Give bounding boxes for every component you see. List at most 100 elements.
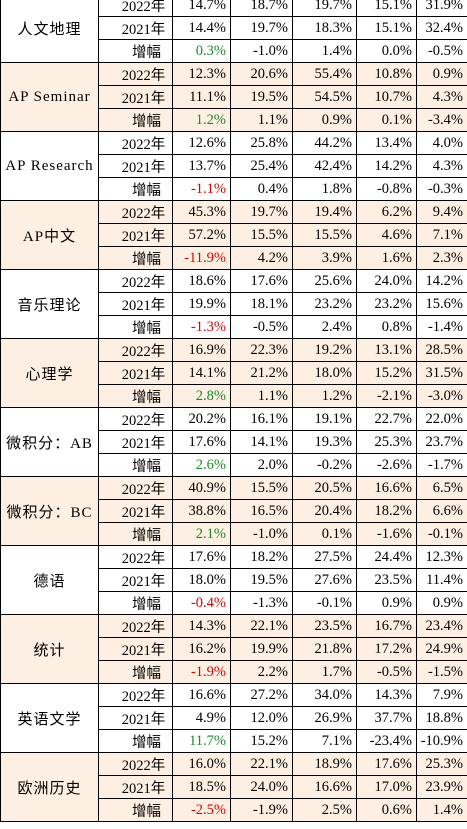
increase-label: 增幅 xyxy=(98,108,173,132)
score-cell: 12.3% xyxy=(172,62,231,86)
increase-label: 增幅 xyxy=(98,798,173,822)
year-label: 2022年 xyxy=(98,0,173,17)
score-cell: 11.1% xyxy=(172,85,231,109)
increase-label: 增幅 xyxy=(98,39,173,63)
score-cell: 45.3% xyxy=(172,200,231,224)
score-cell: 27.6% xyxy=(292,568,357,592)
score-cell: 17.0% xyxy=(356,775,417,799)
table-row: AP中文 2022年 45.3% 19.7% 19.4% 6.2% 9.4% xyxy=(0,200,467,270)
score-cell: 19.3% xyxy=(292,430,357,454)
score-cell: 11.4% xyxy=(416,568,467,592)
score-cell: 0.8% xyxy=(356,315,417,339)
score-cell: 14.1% xyxy=(230,430,293,454)
score-cell: 9.4% xyxy=(416,200,467,224)
table-row: AP Seminar 2022年 12.3% 20.6% 55.4% 10.8% 0.9% xyxy=(0,62,467,132)
year-label: 2021年 xyxy=(98,223,173,247)
year-label: 2021年 xyxy=(98,706,173,730)
table-row: 2021年 14.1% 21.2% 18.0% 15.2% 31.5% xyxy=(1,361,467,385)
score-cell: 0.9% xyxy=(356,591,417,615)
score-cell: 1.7% xyxy=(292,660,357,684)
table-row: 2021年 57.2% 15.5% 15.5% 4.6% 7.1% xyxy=(1,223,467,247)
score-cell: 1.1% xyxy=(230,108,293,132)
score-cell: 4.2% xyxy=(230,246,293,270)
score-cell: -1.3% xyxy=(230,591,293,615)
subject-name: AP Seminar xyxy=(0,62,99,132)
score-cell: 14.2% xyxy=(356,154,417,178)
score-cell: 17.6% xyxy=(356,752,417,776)
score-cell: 16.0% xyxy=(172,752,231,776)
table-row: 统计 2022年 14.3% 22.1% 23.5% 16.7% 23.4% xyxy=(0,614,467,684)
table-row: 增幅 -0.4% -1.3% -0.1% 0.9% 0.9% xyxy=(1,591,467,615)
score-cell: 13.7% xyxy=(172,154,231,178)
year-label: 2021年 xyxy=(98,85,173,109)
year-label: 2021年 xyxy=(98,361,173,385)
score-cell: 18.5% xyxy=(172,775,231,799)
score-cell: 14.4% xyxy=(172,16,231,40)
table-row: 增幅 2.1% -1.0% 0.1% -1.6% -0.1% xyxy=(1,522,467,546)
year-label: 2021年 xyxy=(98,499,173,523)
score-cell: -1.7% xyxy=(416,453,467,477)
score-cell: 0.9% xyxy=(416,591,467,615)
subject-name: 音乐理论 xyxy=(0,269,99,339)
subject-name: AP中文 xyxy=(0,200,99,270)
score-cell: 15.2% xyxy=(356,361,417,385)
score-cell: 15.5% xyxy=(230,223,293,247)
score-cell: 7.9% xyxy=(416,683,467,707)
score-cell: 4.0% xyxy=(416,131,467,155)
year-label: 2022年 xyxy=(98,200,173,224)
score-cell: 22.3% xyxy=(230,338,293,362)
score-cell: -2.5% xyxy=(172,798,231,822)
score-cell: 55.4% xyxy=(292,62,357,86)
year-label: 2021年 xyxy=(98,637,173,661)
score-cell: 18.8% xyxy=(416,706,467,730)
score-cell: 2.4% xyxy=(292,315,357,339)
score-cell: -0.8% xyxy=(356,177,417,201)
score-cell: 23.5% xyxy=(292,614,357,638)
score-cell: 2.3% xyxy=(416,246,467,270)
score-cell: -2.1% xyxy=(356,384,417,408)
score-cell: 18.0% xyxy=(172,568,231,592)
score-cell: 16.7% xyxy=(356,614,417,638)
score-cell: 15.1% xyxy=(356,0,417,17)
subject-name: 欧洲历史 xyxy=(0,752,99,822)
score-cell: 23.4% xyxy=(416,614,467,638)
table-row: 心理学 2022年 16.9% 22.3% 19.2% 13.1% 28.5% xyxy=(0,338,467,408)
score-cell: 20.4% xyxy=(292,499,357,523)
score-cell: 20.2% xyxy=(172,407,231,431)
score-cell: -1.1% xyxy=(172,177,231,201)
score-cell: 16.5% xyxy=(230,499,293,523)
score-cell: -1.9% xyxy=(230,798,293,822)
year-label: 2022年 xyxy=(98,614,173,638)
year-label: 2021年 xyxy=(98,775,173,799)
score-cell: -0.4% xyxy=(172,591,231,615)
score-cell: 4.3% xyxy=(416,85,467,109)
score-cell: 1.4% xyxy=(292,39,357,63)
score-cell: 25.6% xyxy=(292,269,357,293)
table-row: 2021年 16.2% 19.9% 21.8% 17.2% 24.9% xyxy=(1,637,467,661)
year-label: 2022年 xyxy=(98,62,173,86)
table-row: AP Research 2022年 12.6% 25.8% 44.2% 13.4% 4.0% xyxy=(0,131,467,201)
score-cell: 23.5% xyxy=(356,568,417,592)
table-row: 2021年 14.4% 19.7% 18.3% 15.1% 32.4% xyxy=(1,16,467,40)
table-row: 德语 2022年 17.6% 18.2% 27.5% 24.4% 12.3% xyxy=(0,545,467,615)
score-cell: 24.9% xyxy=(416,637,467,661)
score-cell: -11.9% xyxy=(172,246,231,270)
score-cell: 1.2% xyxy=(292,384,357,408)
score-cell: 1.6% xyxy=(356,246,417,270)
table-row: 增幅 -1.9% 2.2% 1.7% -0.5% -1.5% xyxy=(1,660,467,684)
score-cell: 13.1% xyxy=(356,338,417,362)
table-row: 增幅 2.8% 1.1% 1.2% -2.1% -3.0% xyxy=(1,384,467,408)
score-cell: 16.6% xyxy=(356,476,417,500)
score-cell: 14.1% xyxy=(172,361,231,385)
table-row: 2021年 18.5% 24.0% 16.6% 17.0% 23.9% xyxy=(1,775,467,799)
score-cell: 31.5% xyxy=(416,361,467,385)
score-cell: 42.4% xyxy=(292,154,357,178)
score-cell: -0.5% xyxy=(356,660,417,684)
increase-label: 增幅 xyxy=(98,453,173,477)
year-label: 2022年 xyxy=(98,476,173,500)
score-cell: 25.3% xyxy=(356,430,417,454)
score-cell: 2.2% xyxy=(230,660,293,684)
table-row: 增幅 11.7% 15.2% 7.1% -23.4% -10.9% xyxy=(1,729,467,753)
table-row: 微积分：BC 2022年 40.9% 15.5% 20.5% 16.6% 6.5% xyxy=(0,476,467,546)
score-cell: 1.1% xyxy=(230,384,293,408)
